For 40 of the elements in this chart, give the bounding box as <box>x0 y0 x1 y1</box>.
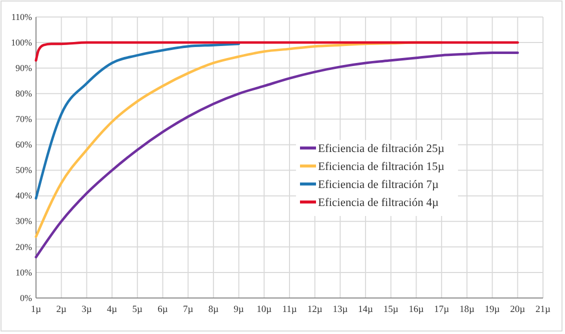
x-tick-label: 20µ <box>510 305 526 315</box>
x-tick-label: 5µ <box>132 305 144 315</box>
x-tick-label: 12µ <box>307 305 323 315</box>
x-tick-label: 16µ <box>408 305 424 315</box>
y-tick-label: 80% <box>16 88 32 99</box>
y-tick-label: 20% <box>16 242 32 252</box>
y-tick-label: 110% <box>11 12 32 22</box>
legend-label: Eficiencia de filtración 15µ <box>318 161 445 174</box>
legend-label: Eficiencia de filtración 4µ <box>318 197 439 210</box>
x-tick-label: 19µ <box>484 305 500 315</box>
x-tick-label: 3µ <box>82 305 92 315</box>
y-tick-label: 70% <box>16 114 32 124</box>
legend-label: Eficiencia de filtración 7µ <box>318 179 439 192</box>
y-tick-label: 40% <box>16 190 32 201</box>
y-tick-label: 90% <box>16 62 32 73</box>
x-tick-label: 9µ <box>234 305 244 315</box>
y-tick-label: 30% <box>16 216 32 226</box>
y-tick-label: 60% <box>16 140 32 150</box>
x-tick-label: 8µ <box>208 305 220 315</box>
line-series <box>34 52 519 258</box>
y-tick-label: 0% <box>20 292 32 303</box>
y-tick-label: 10% <box>16 267 32 278</box>
x-tick-label: 7µ <box>182 305 194 315</box>
x-tick-label: 21µ <box>536 305 552 315</box>
x-tick-label: 2µ <box>56 305 67 315</box>
x-tick-label: 6µ <box>158 305 168 315</box>
y-tick-label: 50% <box>16 165 32 176</box>
legend-label: Eficiencia de filtración 25µ <box>318 143 445 156</box>
x-tick-label: 15µ <box>383 305 399 315</box>
x-tick-label: 13µ <box>332 305 348 315</box>
y-tick-label: 100% <box>11 37 32 48</box>
x-tick-label: 4µ <box>106 305 118 315</box>
line-series <box>34 41 519 62</box>
x-tick-label: 11µ <box>282 305 298 315</box>
line-series <box>34 42 240 200</box>
x-tick-label: 1µ <box>30 305 42 315</box>
x-tick-label: 10µ <box>256 305 272 315</box>
x-tick-label: 17µ <box>434 305 450 315</box>
x-tick-label: 18µ <box>459 305 475 315</box>
x-tick-label: 14µ <box>358 305 374 315</box>
